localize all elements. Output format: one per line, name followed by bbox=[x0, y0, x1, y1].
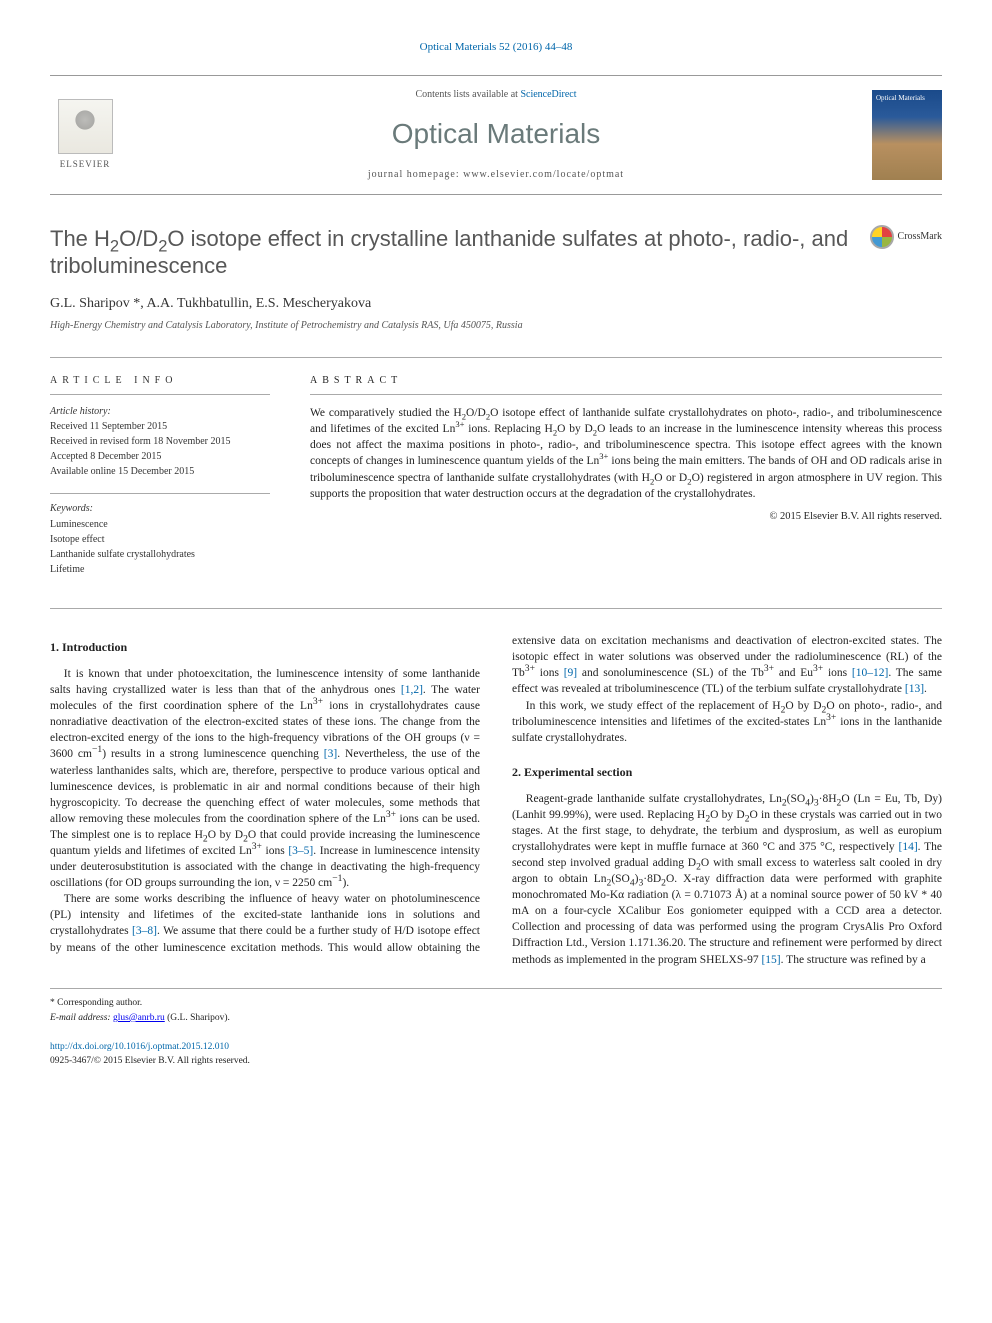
elsevier-tree-icon bbox=[58, 99, 113, 154]
sciencedirect-link[interactable]: ScienceDirect bbox=[520, 89, 576, 100]
article-title: The H2O/D2O isotope effect in crystallin… bbox=[50, 225, 850, 280]
email-link[interactable]: glus@anrb.ru bbox=[113, 1013, 165, 1023]
header-citation: Optical Materials 52 (2016) 44–48 bbox=[50, 40, 942, 55]
homepage-prefix: journal homepage: bbox=[368, 169, 463, 180]
journal-banner: ELSEVIER Contents lists available at Sci… bbox=[50, 75, 942, 194]
contents-prefix: Contents lists available at bbox=[415, 89, 520, 100]
email-person: (G.L. Sharipov). bbox=[165, 1013, 230, 1023]
contents-line: Contents lists available at ScienceDirec… bbox=[140, 88, 852, 102]
email-label: E-mail address: bbox=[50, 1013, 113, 1023]
body-paragraph: In this work, we study effect of the rep… bbox=[512, 698, 942, 746]
doi-link[interactable]: http://dx.doi.org/10.1016/j.optmat.2015.… bbox=[50, 1042, 229, 1052]
cover-label: Optical Materials bbox=[876, 94, 938, 104]
keyword: Luminescence bbox=[50, 518, 270, 532]
email-line: E-mail address: glus@anrb.ru (G.L. Shari… bbox=[50, 1012, 942, 1025]
abstract-copyright: © 2015 Elsevier B.V. All rights reserved… bbox=[310, 510, 942, 525]
journal-title: Optical Materials bbox=[140, 114, 852, 153]
abstract-body: We comparatively studied the H2O/D2O iso… bbox=[310, 405, 942, 502]
history-online: Available online 15 December 2015 bbox=[50, 465, 270, 479]
abstract-heading: ABSTRACT bbox=[310, 374, 942, 395]
crossmark-icon bbox=[870, 225, 894, 249]
body-paragraph: Reagent-grade lanthanide sulfate crystal… bbox=[512, 791, 942, 968]
keyword: Lanthanide sulfate crystallohydrates bbox=[50, 548, 270, 562]
issn-line: 0925-3467/© 2015 Elsevier B.V. All right… bbox=[50, 1055, 942, 1068]
crossmark-badge[interactable]: CrossMark bbox=[870, 225, 942, 249]
section-heading-intro: 1. Introduction bbox=[50, 639, 480, 656]
keyword: Lifetime bbox=[50, 563, 270, 577]
history-label: Article history: bbox=[50, 405, 270, 419]
article-info-heading: ARTICLE INFO bbox=[50, 374, 270, 395]
keywords-label: Keywords: bbox=[50, 502, 270, 516]
crossmark-label: CrossMark bbox=[898, 230, 942, 244]
keywords-block: Keywords: Luminescence Isotope effect La… bbox=[50, 493, 270, 577]
homepage-url[interactable]: www.elsevier.com/locate/optmat bbox=[463, 169, 624, 180]
authors-line: G.L. Sharipov *, A.A. Tukhbatullin, E.S.… bbox=[50, 294, 942, 314]
abstract-block: ABSTRACT We comparatively studied the H2… bbox=[310, 374, 942, 578]
corresponding-author-note: * Corresponding author. bbox=[50, 997, 942, 1010]
section-heading-experimental: 2. Experimental section bbox=[512, 764, 942, 781]
doi-block: http://dx.doi.org/10.1016/j.optmat.2015.… bbox=[50, 1041, 942, 1068]
article-history: Article history: Received 11 September 2… bbox=[50, 405, 270, 479]
journal-cover-thumb: Optical Materials bbox=[872, 90, 942, 180]
banner-center: Contents lists available at ScienceDirec… bbox=[140, 88, 852, 181]
article-info-block: ARTICLE INFO Article history: Received 1… bbox=[50, 374, 270, 578]
history-received: Received 11 September 2015 bbox=[50, 420, 270, 434]
history-accepted: Accepted 8 December 2015 bbox=[50, 450, 270, 464]
homepage-line: journal homepage: www.elsevier.com/locat… bbox=[140, 168, 852, 182]
body-paragraph: It is known that under photoexcitation, … bbox=[50, 666, 480, 891]
publisher-name: ELSEVIER bbox=[60, 158, 111, 171]
article-body: 1. Introduction It is known that under p… bbox=[50, 608, 942, 967]
history-revised: Received in revised form 18 November 201… bbox=[50, 435, 270, 449]
publisher-logo: ELSEVIER bbox=[50, 95, 120, 175]
footnote-block: * Corresponding author. E-mail address: … bbox=[50, 988, 942, 1026]
keyword: Isotope effect bbox=[50, 533, 270, 547]
affiliation-line: High-Energy Chemistry and Catalysis Labo… bbox=[50, 319, 942, 333]
